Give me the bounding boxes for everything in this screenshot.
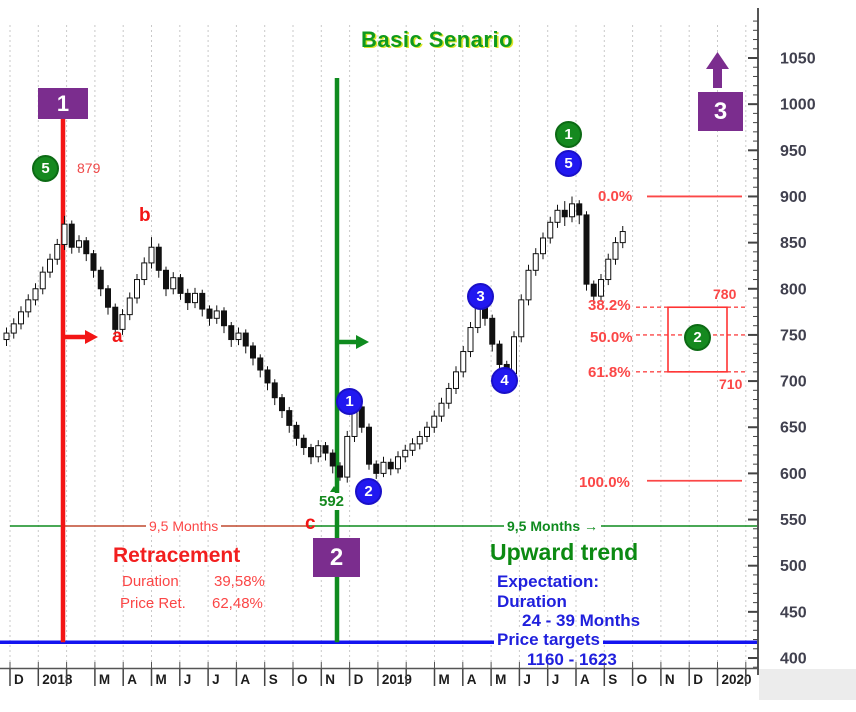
candles bbox=[3, 196, 626, 483]
svg-text:400: 400 bbox=[780, 651, 807, 668]
retracement-duration-value: 39,58% bbox=[214, 573, 265, 590]
blue-circle-2: 2 bbox=[355, 478, 382, 505]
svg-text:J: J bbox=[212, 672, 220, 687]
arrows bbox=[63, 52, 729, 492]
fib-label-382: 38.2% bbox=[588, 297, 631, 314]
svg-text:J: J bbox=[523, 672, 531, 687]
y-axis: 400 450 500 550 600 650 700 750 800 850 900 950 1000… bbox=[748, 8, 816, 675]
upward-trend-title: Upward trend bbox=[490, 539, 639, 565]
svg-text:O: O bbox=[297, 672, 308, 687]
svg-text:750: 750 bbox=[780, 327, 807, 344]
svg-text:M: M bbox=[495, 672, 506, 687]
fib-label-618: 61.8% bbox=[588, 364, 631, 381]
svg-text:500: 500 bbox=[780, 558, 807, 575]
svg-text:S: S bbox=[608, 672, 617, 687]
right-arrow-icon: → bbox=[584, 518, 599, 534]
svg-text:A: A bbox=[127, 672, 137, 687]
svg-text:A: A bbox=[240, 672, 250, 687]
svg-text:D: D bbox=[354, 672, 364, 687]
svg-text:700: 700 bbox=[780, 374, 807, 391]
svg-text:2020: 2020 bbox=[722, 672, 752, 687]
fib-box-top-price: 780 bbox=[713, 286, 737, 302]
price-targets-value: 1160 - 1623 bbox=[527, 650, 617, 669]
chart-title: Basic Senario bbox=[360, 27, 514, 52]
wave-box-1: 1 bbox=[38, 88, 88, 119]
duration-right-text: 9,5 Months bbox=[507, 518, 581, 534]
blue-circle-5: 5 bbox=[555, 150, 582, 177]
svg-text:800: 800 bbox=[780, 281, 807, 298]
duration-label-left: 9,5 Months bbox=[146, 518, 222, 534]
svg-text:2019: 2019 bbox=[382, 672, 412, 687]
blue-circle-3: 3 bbox=[467, 283, 494, 310]
retracement-title: Retracement bbox=[113, 544, 241, 567]
price-targets-label: Price targets bbox=[494, 630, 603, 650]
svg-text:900: 900 bbox=[780, 189, 807, 206]
purple-up-arrow-icon bbox=[713, 68, 722, 88]
svg-text:850: 850 bbox=[780, 235, 807, 252]
retracement-price-row: Price Ret. 62,48% bbox=[120, 595, 263, 612]
svg-text:M: M bbox=[156, 672, 167, 687]
svg-text:O: O bbox=[637, 672, 648, 687]
wave-box-3: 3 bbox=[698, 92, 743, 131]
retracement-duration-label: Duration bbox=[122, 573, 179, 590]
fibonacci-lines bbox=[636, 195, 745, 482]
svg-text:D: D bbox=[14, 672, 24, 687]
svg-text:J: J bbox=[552, 672, 560, 687]
svg-text:2018: 2018 bbox=[42, 672, 73, 687]
svg-text:450: 450 bbox=[780, 604, 807, 621]
wave-letter-a: a bbox=[112, 326, 123, 347]
svg-text:S: S bbox=[269, 672, 278, 687]
svg-text:550: 550 bbox=[780, 512, 807, 529]
svg-text:1050: 1050 bbox=[780, 51, 816, 68]
fib-label-50: 50.0% bbox=[590, 329, 633, 346]
svg-text:1000: 1000 bbox=[780, 97, 816, 114]
svg-text:600: 600 bbox=[780, 466, 807, 483]
fib-label-100: 100.0% bbox=[579, 474, 630, 491]
svg-text:A: A bbox=[467, 672, 477, 687]
svg-text:A: A bbox=[580, 672, 590, 687]
green-circle-2: 2 bbox=[684, 324, 711, 351]
retracement-price-value: 62,48% bbox=[212, 595, 263, 612]
trough-price-label: 592 bbox=[317, 493, 347, 510]
svg-text:N: N bbox=[665, 672, 675, 687]
blue-circle-1: 1 bbox=[336, 388, 363, 415]
green-caret-icon bbox=[330, 486, 338, 492]
svg-text:950: 950 bbox=[780, 143, 807, 160]
svg-text:J: J bbox=[184, 672, 192, 687]
wave-letter-b: b bbox=[139, 205, 151, 226]
svg-text:M: M bbox=[99, 672, 110, 687]
peak-price-label: 879 bbox=[77, 160, 101, 176]
green-circle-1: 1 bbox=[555, 121, 582, 148]
green-circle-5: 5 bbox=[32, 155, 59, 182]
svg-text:N: N bbox=[325, 672, 335, 687]
blue-circle-4: 4 bbox=[491, 367, 518, 394]
expectation-label: Expectation: bbox=[497, 572, 600, 591]
retracement-price-label: Price Ret. bbox=[120, 595, 186, 612]
duration-label-right: 9,5 Months → bbox=[504, 518, 602, 534]
x-axis: D 2018 M A M J J A S O N D 2019 M A M J J A S O N D 2020 bbox=[0, 662, 856, 700]
svg-text:M: M bbox=[439, 672, 450, 687]
fib-box-bottom-price: 710 bbox=[719, 376, 743, 392]
wave-box-2: 2 bbox=[313, 538, 360, 577]
fib-label-0: 0.0% bbox=[598, 188, 633, 205]
svg-text:D: D bbox=[693, 672, 703, 687]
svg-text:650: 650 bbox=[780, 420, 807, 437]
expected-duration-label: Duration bbox=[497, 592, 567, 611]
expected-duration-value: 24 - 39 Months bbox=[522, 611, 641, 630]
retracement-duration-row: Duration 39,58% bbox=[122, 573, 265, 590]
wave-letter-c: c bbox=[305, 513, 316, 534]
